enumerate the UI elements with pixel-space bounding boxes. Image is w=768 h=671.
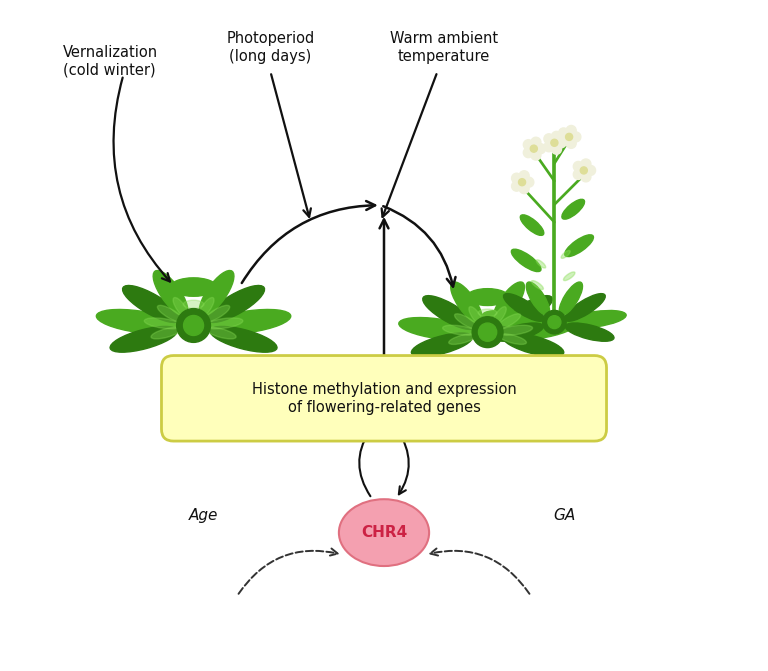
- Ellipse shape: [504, 294, 544, 321]
- Circle shape: [558, 128, 568, 138]
- Ellipse shape: [198, 297, 214, 318]
- Circle shape: [519, 184, 529, 194]
- Circle shape: [519, 170, 529, 180]
- Ellipse shape: [499, 333, 526, 344]
- Circle shape: [177, 309, 210, 342]
- Circle shape: [531, 150, 541, 160]
- Ellipse shape: [170, 278, 217, 297]
- Ellipse shape: [205, 318, 243, 329]
- Ellipse shape: [482, 311, 544, 328]
- Circle shape: [511, 173, 521, 183]
- Ellipse shape: [531, 280, 544, 290]
- Ellipse shape: [412, 333, 472, 356]
- Circle shape: [581, 159, 591, 169]
- Ellipse shape: [422, 296, 475, 329]
- Circle shape: [566, 138, 576, 148]
- Circle shape: [518, 178, 525, 186]
- Ellipse shape: [492, 307, 506, 325]
- Circle shape: [524, 177, 534, 187]
- Ellipse shape: [466, 289, 508, 305]
- Ellipse shape: [157, 305, 184, 322]
- Ellipse shape: [564, 294, 605, 321]
- Ellipse shape: [536, 260, 546, 268]
- Circle shape: [581, 167, 588, 174]
- Ellipse shape: [565, 323, 614, 342]
- Ellipse shape: [449, 333, 476, 344]
- Circle shape: [523, 148, 533, 158]
- Ellipse shape: [565, 311, 626, 328]
- Ellipse shape: [204, 305, 230, 322]
- Circle shape: [551, 144, 561, 154]
- Ellipse shape: [500, 296, 552, 329]
- Circle shape: [574, 169, 584, 179]
- Circle shape: [472, 317, 503, 348]
- Ellipse shape: [559, 282, 582, 315]
- Text: CHR4: CHR4: [361, 525, 407, 540]
- Circle shape: [566, 125, 576, 136]
- Ellipse shape: [495, 323, 544, 342]
- Text: GA: GA: [553, 509, 575, 523]
- Ellipse shape: [564, 272, 575, 280]
- Ellipse shape: [561, 250, 570, 258]
- Ellipse shape: [526, 282, 550, 315]
- Ellipse shape: [564, 235, 594, 256]
- Ellipse shape: [455, 314, 478, 329]
- Circle shape: [530, 145, 538, 152]
- Ellipse shape: [493, 282, 525, 323]
- Ellipse shape: [184, 300, 204, 309]
- Ellipse shape: [498, 325, 532, 336]
- Ellipse shape: [399, 317, 475, 340]
- Circle shape: [478, 323, 497, 342]
- Ellipse shape: [500, 317, 576, 340]
- Text: Warm ambient
temperature: Warm ambient temperature: [390, 32, 498, 64]
- Circle shape: [556, 138, 566, 148]
- Circle shape: [184, 315, 204, 336]
- Ellipse shape: [110, 326, 177, 352]
- Ellipse shape: [153, 270, 188, 316]
- Ellipse shape: [207, 309, 291, 333]
- Text: Photoperiod
(long days): Photoperiod (long days): [227, 32, 315, 64]
- Circle shape: [551, 140, 558, 146]
- Ellipse shape: [210, 326, 277, 352]
- Circle shape: [581, 172, 591, 182]
- Circle shape: [543, 311, 566, 334]
- Ellipse shape: [207, 285, 264, 323]
- Text: Age: Age: [189, 509, 218, 523]
- Ellipse shape: [469, 307, 483, 325]
- Circle shape: [558, 136, 568, 146]
- Ellipse shape: [173, 297, 189, 318]
- Circle shape: [585, 166, 595, 175]
- Ellipse shape: [206, 327, 236, 339]
- Ellipse shape: [151, 327, 181, 339]
- Circle shape: [523, 140, 533, 150]
- Ellipse shape: [520, 215, 544, 236]
- Circle shape: [544, 142, 554, 152]
- Ellipse shape: [502, 333, 564, 356]
- Circle shape: [571, 132, 581, 142]
- Circle shape: [531, 138, 541, 147]
- Ellipse shape: [478, 309, 497, 317]
- Circle shape: [565, 134, 573, 140]
- Ellipse shape: [123, 285, 180, 323]
- Ellipse shape: [144, 318, 182, 329]
- Ellipse shape: [497, 314, 521, 329]
- Ellipse shape: [451, 282, 482, 323]
- Ellipse shape: [562, 199, 584, 219]
- Ellipse shape: [96, 309, 180, 333]
- Text: Histone methylation and expression
of flowering-related genes: Histone methylation and expression of fl…: [252, 382, 516, 415]
- Ellipse shape: [442, 325, 477, 336]
- Ellipse shape: [199, 270, 234, 316]
- Text: Vernalization
(cold winter): Vernalization (cold winter): [63, 45, 158, 77]
- Ellipse shape: [511, 249, 541, 272]
- Circle shape: [544, 134, 554, 144]
- Circle shape: [551, 132, 561, 142]
- Circle shape: [574, 162, 584, 172]
- Ellipse shape: [339, 499, 429, 566]
- Circle shape: [535, 144, 545, 154]
- Circle shape: [548, 315, 561, 329]
- Circle shape: [511, 181, 521, 191]
- FancyBboxPatch shape: [161, 356, 607, 441]
